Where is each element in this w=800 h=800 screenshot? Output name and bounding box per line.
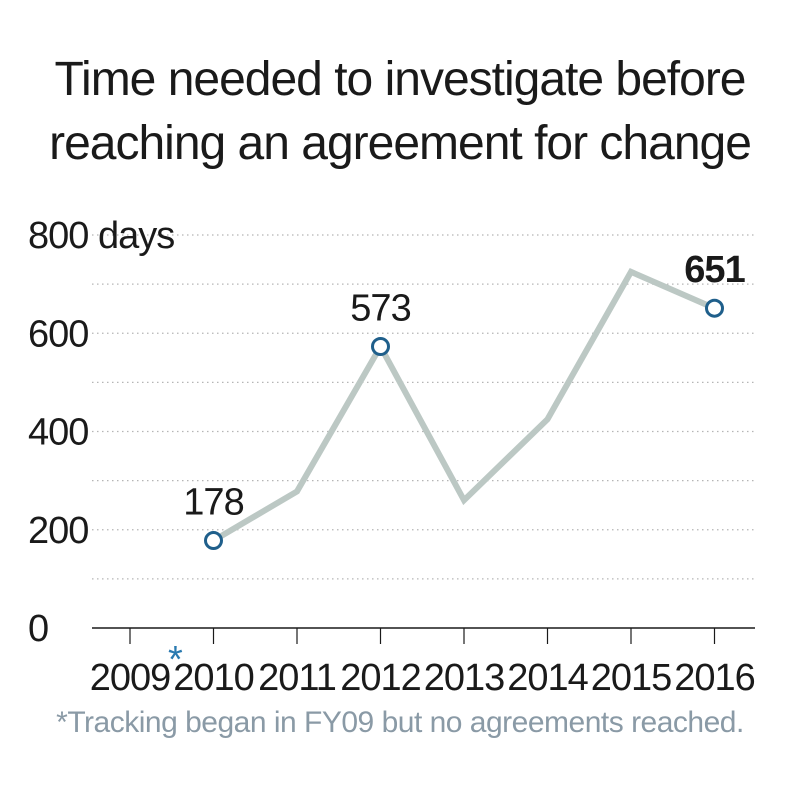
chart-title-line-2: reaching an agreement for change [49,117,752,170]
x-tick-label: 2009 [90,657,171,699]
x-tick-label: 2012 [340,657,421,699]
footnote: *Tracking began in FY09 but no agreement… [56,706,744,739]
data-point-marker [371,337,390,357]
chart-title-line-1: Time needed to investigate before [54,53,746,106]
x-tick-label: 2015 [591,657,672,699]
x-tick-asterisk: * [168,639,183,681]
y-tick-label: 600 [28,313,88,355]
chart-title: Time needed to investigate before reachi… [0,48,800,176]
series-line [211,268,716,544]
data-point-marker [705,298,724,318]
data-label: 178 [183,482,243,524]
y-tick-label: 400 [28,412,88,454]
y-tick-label: 200 [28,510,88,552]
x-tick-label: 2014 [507,657,588,699]
x-tick-label: 2010 [173,657,254,699]
x-tick-label: 2011 [258,657,336,699]
y-tick-label: 800 days [28,215,174,257]
x-tick-label: 2016 [674,657,755,699]
data-label: 573 [350,288,410,330]
y-tick-label: 0 [28,608,48,650]
data-point-marker [204,531,223,551]
data-label: 651 [684,249,745,291]
x-tick-label: 2013 [424,657,505,699]
